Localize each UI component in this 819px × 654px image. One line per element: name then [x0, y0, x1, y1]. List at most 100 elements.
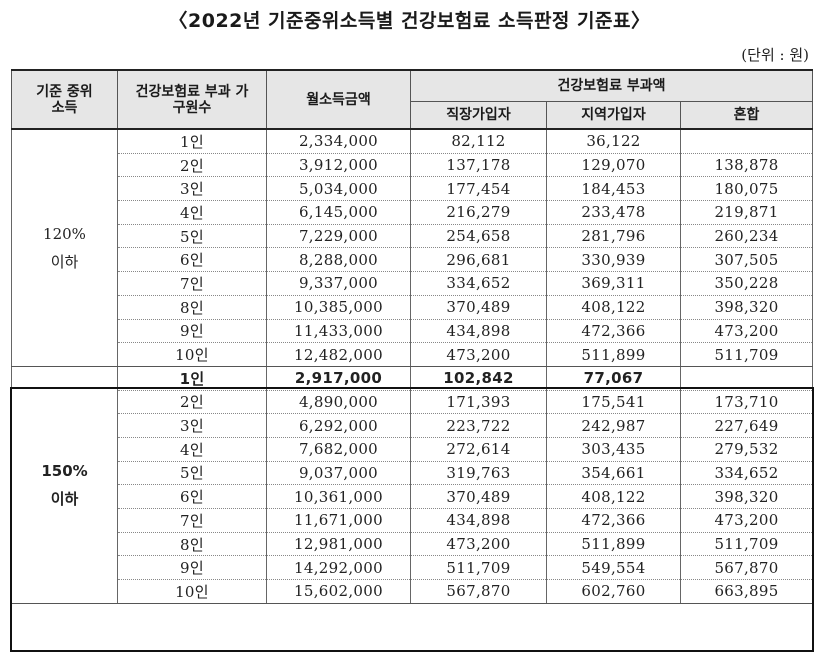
cell-regional: 602,760: [546, 579, 681, 604]
cell-mixed: 138,878: [679, 153, 814, 178]
header-median-label: 기준 중위소득: [36, 83, 93, 116]
cell-mixed: 567,870: [679, 555, 814, 581]
cell-regional: 175,541: [546, 390, 681, 415]
cell-size: 2인: [117, 153, 267, 178]
cell-income: 10,361,000: [266, 484, 411, 509]
income-criteria-table: 기준 중위소득 건강보험료 부과 가구원수 월소득금액 건강보험료 부과액 직장…: [11, 69, 814, 604]
cell-mixed: 219,871: [679, 200, 814, 225]
cell-workplace: 82,112: [410, 129, 547, 154]
cell-regional: 330,939: [546, 247, 681, 273]
table-row: 9인 11,433,000 434,898 472,366 473,200: [12, 319, 814, 344]
cell-regional: 242,987: [546, 413, 681, 438]
table-row: 8인 10,385,000 370,489 408,122 398,320: [12, 295, 814, 320]
table-row: 2인 3,912,000 137,178 129,070 138,878: [12, 153, 814, 178]
cell-workplace: 370,489: [410, 484, 547, 509]
cell-income: 11,433,000: [266, 319, 411, 344]
cell-mixed: [679, 129, 814, 154]
cell-size: 3인: [117, 176, 267, 202]
cell-workplace: 473,200: [410, 532, 547, 557]
table-row: 3인 6,292,000 223,722 242,987 227,649: [12, 413, 814, 438]
cell-workplace: 223,722: [410, 413, 547, 438]
cell-size: 6인: [117, 484, 267, 509]
cell-income: 8,288,000: [266, 247, 411, 273]
table-row: 10인 12,482,000 473,200 511,899 511,709: [12, 342, 814, 367]
cell-mixed: [679, 366, 814, 391]
header-median: 기준 중위소득: [11, 69, 118, 130]
cell-workplace: 370,489: [410, 295, 547, 320]
cell-workplace: 434,898: [410, 319, 547, 344]
cell-workplace: 319,763: [410, 461, 547, 486]
cell-size: 1인: [117, 366, 267, 391]
group-label-text: 120% 이하: [43, 224, 86, 271]
cell-size: 5인: [117, 461, 267, 486]
table-row: 8인 12,981,000 473,200 511,899 511,709: [12, 532, 814, 557]
cell-regional: 36,122: [546, 129, 681, 154]
cell-size: 3인: [117, 413, 267, 438]
cell-workplace: 137,178: [410, 153, 547, 178]
cell-regional: 408,122: [546, 484, 681, 509]
cell-mixed: 511,709: [679, 342, 814, 367]
cell-size: 8인: [117, 532, 267, 557]
cell-mixed: 511,709: [679, 532, 814, 557]
cell-workplace: 473,200: [410, 342, 547, 367]
cell-size: 7인: [117, 271, 267, 296]
header-premium-group: 건강보험료 부과액: [409, 69, 814, 102]
table-row: 120% 이하 1인 2,334,000 82,112 36,122: [11, 129, 814, 367]
cell-size: 6인: [117, 247, 267, 273]
table-row: 10인 15,602,000 567,870 602,760 663,895: [12, 579, 814, 604]
cell-income: 6,292,000: [266, 413, 411, 438]
table-row: 6인 10,361,000 370,489 408,122 398,320: [12, 484, 814, 509]
cell-mixed: 173,710: [679, 390, 814, 415]
cell-income: 12,482,000: [266, 342, 411, 367]
cell-regional: 511,899: [546, 342, 681, 367]
cell-size: 5인: [117, 224, 267, 249]
cell-regional: 549,554: [546, 555, 681, 581]
cell-income: 7,229,000: [266, 224, 411, 249]
cell-mixed: 334,652: [679, 461, 814, 486]
table-row: 3인 5,034,000 177,454 184,453 180,075: [12, 176, 814, 202]
table-row: 7인 9,337,000 334,652 369,311 350,228: [12, 271, 814, 296]
header-mixed: 혼합: [679, 101, 814, 130]
cell-income: 10,385,000: [266, 295, 411, 320]
cell-workplace: 216,279: [410, 200, 547, 225]
cell-regional: 303,435: [546, 437, 681, 462]
cell-income: 9,337,000: [266, 271, 411, 296]
table-row: 150% 이하 1인 2,917,000 102,842 77,067: [11, 366, 814, 604]
cell-income: 2,917,000: [266, 366, 411, 391]
table-row: 4인 7,682,000 272,614 303,435 279,532: [12, 437, 814, 462]
cell-workplace: 254,658: [410, 224, 547, 249]
header-regional: 지역가입자: [546, 101, 681, 130]
table-row: 5인 7,229,000 254,658 281,796 260,234: [12, 224, 814, 249]
table-row: 6인 8,288,000 296,681 330,939 307,505: [12, 247, 814, 273]
cell-mixed: 260,234: [679, 224, 814, 249]
cell-regional: 184,453: [546, 176, 681, 202]
header-household: 건강보험료 부과 가구원수: [117, 69, 267, 130]
cell-mixed: 307,505: [679, 247, 814, 273]
header-income: 월소득금액: [266, 69, 411, 130]
cell-income: 2,334,000: [266, 129, 411, 154]
cell-regional: 472,366: [546, 319, 681, 344]
cell-mixed: 398,320: [679, 295, 814, 320]
table-row: 9인 14,292,000 511,709 549,554 567,870: [12, 555, 814, 581]
cell-mixed: 473,200: [679, 319, 814, 344]
cell-regional: 77,067: [546, 366, 681, 391]
cell-workplace: 567,870: [410, 579, 547, 604]
cell-size: 9인: [117, 555, 267, 581]
cell-mixed: 227,649: [679, 413, 814, 438]
cell-mixed: 473,200: [679, 508, 814, 533]
unit-note: (단위 : 원): [741, 46, 809, 64]
cell-size: 10인: [117, 342, 267, 367]
cell-regional: 472,366: [546, 508, 681, 533]
cell-income: 12,981,000: [266, 532, 411, 557]
cell-workplace: 171,393: [410, 390, 547, 415]
header-workplace: 직장가입자: [410, 101, 547, 130]
cell-size: 4인: [117, 200, 267, 225]
cell-income: 15,602,000: [266, 579, 411, 604]
cell-income: 4,890,000: [266, 390, 411, 415]
cell-regional: 408,122: [546, 295, 681, 320]
header-household-label: 건강보험료 부과 가구원수: [135, 83, 249, 116]
cell-mixed: 279,532: [679, 437, 814, 462]
cell-workplace: 102,842: [410, 366, 547, 391]
cell-mixed: 663,895: [679, 579, 814, 604]
cell-size: 7인: [117, 508, 267, 533]
